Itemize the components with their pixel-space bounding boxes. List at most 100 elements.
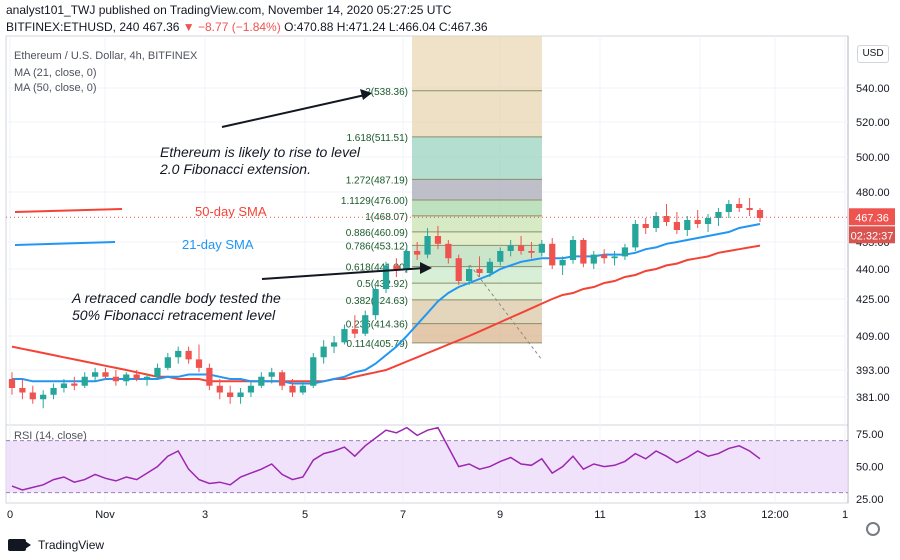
currency-button[interactable]: USD: [857, 45, 889, 63]
fib-level-label: 2(538.36): [365, 87, 408, 98]
candle-body: [143, 376, 151, 379]
y-tick-label: 409.00: [856, 331, 890, 343]
symbol-line: BITFINEX:ETHUSD, 240 467.36 ▼ −8.77 (−1.…: [6, 20, 488, 34]
candle-body: [133, 374, 140, 379]
candle-body: [258, 376, 265, 386]
candle-body: [81, 376, 88, 386]
candle-body: [611, 256, 618, 259]
fib-zone: [412, 283, 542, 300]
candle-body: [621, 247, 629, 257]
candle-body: [445, 243, 452, 259]
candle-body: [29, 392, 36, 400]
candle-body: [40, 394, 47, 400]
candle-body: [580, 240, 587, 264]
candle-body: [632, 224, 639, 248]
sma50-label: 50-day SMA: [195, 204, 267, 219]
retrace-annotation-line-1: A retraced candle body tested the: [71, 290, 281, 306]
fib-level-label: 0.618(441.30): [346, 263, 408, 274]
fib-trend-dashed-line: [469, 264, 543, 361]
candle-body: [403, 251, 410, 269]
x-tick-label: Nov: [95, 509, 115, 521]
x-tick-label: 3: [202, 509, 208, 521]
candle-body: [372, 289, 379, 316]
candle-body: [569, 240, 577, 260]
annotation-arrow-2-head: [420, 262, 432, 274]
candle-body: [476, 269, 483, 273]
candle-body: [414, 251, 421, 255]
x-tick-label: 13: [694, 509, 706, 521]
candle-body: [455, 258, 462, 281]
candle-body: [486, 261, 494, 273]
candle-body: [227, 392, 234, 397]
candle-body: [195, 359, 203, 368]
fib-level-label: 1.272(487.19): [346, 175, 408, 186]
y-tick-label: 540.00: [856, 83, 890, 95]
candle-body: [507, 245, 514, 251]
x-tick-label: 7: [400, 509, 406, 521]
y-tick-label: 520.00: [856, 117, 890, 129]
candle-body: [663, 216, 670, 222]
countdown-tag-text: 02:32:37: [851, 230, 894, 242]
rsi-band: [6, 440, 848, 493]
candle-body: [216, 385, 223, 393]
fib-level-label: 1.618(511.51): [346, 133, 408, 144]
ohlc-values: O:470.88 H:471.24 L:466.04 C:467.36: [284, 20, 488, 34]
candle-body: [517, 245, 525, 251]
annotation-arrow-1: [221, 94, 366, 128]
candle-body: [528, 251, 535, 253]
candle-body: [247, 385, 255, 393]
candle-body: [330, 342, 338, 347]
candle-body: [310, 357, 317, 386]
y-tick-label: 500.00: [856, 152, 890, 164]
fib-level-label: 0.786(453.12): [346, 241, 408, 252]
fib-zone: [412, 36, 542, 91]
x-tick-label: 11: [594, 509, 605, 521]
candle-body: [102, 372, 109, 377]
candle-body: [289, 385, 296, 393]
fib-zone: [412, 200, 542, 216]
rsi-tick-label: 75.00: [856, 429, 884, 441]
fib-annotation-line-2: 2.0 Fibonacci extension.: [159, 161, 311, 177]
rsi-tick-label: 25.00: [856, 494, 884, 506]
candle-body: [175, 350, 182, 358]
fib-level-label: 0.5(432.92): [357, 279, 408, 290]
candle-body: [497, 251, 504, 262]
x-tick-label: 1: [842, 509, 848, 521]
candle-body: [704, 218, 712, 224]
x-tick-label: 0: [7, 509, 13, 521]
gear-icon[interactable]: [866, 522, 880, 536]
countdown-tag: [849, 226, 895, 244]
candle-body: [424, 236, 431, 255]
candle-body: [673, 222, 681, 230]
y-tick-label: 480.00: [856, 187, 890, 199]
fib-zone: [412, 231, 542, 246]
down-arrow-icon: ▼: [182, 20, 195, 34]
footer-brand[interactable]: TradingView: [8, 538, 104, 552]
candle-body: [185, 350, 192, 360]
fib-zone: [412, 136, 542, 180]
candle-body: [206, 367, 213, 386]
candle-body: [351, 329, 358, 334]
ma50-legend[interactable]: MA (50, close, 0): [14, 82, 97, 94]
candle-body: [164, 357, 171, 368]
candle-body: [237, 392, 244, 397]
tradingview-logo-icon: [8, 539, 31, 551]
candle-body: [549, 243, 556, 266]
candle-body: [434, 236, 442, 244]
candle-body: [50, 388, 57, 395]
candle-body: [652, 216, 660, 228]
candle-body: [91, 372, 99, 377]
rsi-line: [11, 426, 761, 491]
fib-level-label: 1.1129(476.00): [341, 196, 408, 207]
last-price-tag: [849, 208, 895, 226]
candle-body: [341, 329, 348, 343]
fib-zone: [412, 179, 542, 200]
candle-body: [715, 212, 722, 218]
candle-body: [538, 243, 545, 253]
last-price-tag-text: 467.36: [855, 212, 889, 224]
ma21-legend[interactable]: MA (21, close, 0): [14, 67, 97, 79]
candle-body: [756, 210, 764, 218]
candle-body: [362, 315, 369, 334]
y-tick-label: 393.00: [856, 365, 890, 377]
